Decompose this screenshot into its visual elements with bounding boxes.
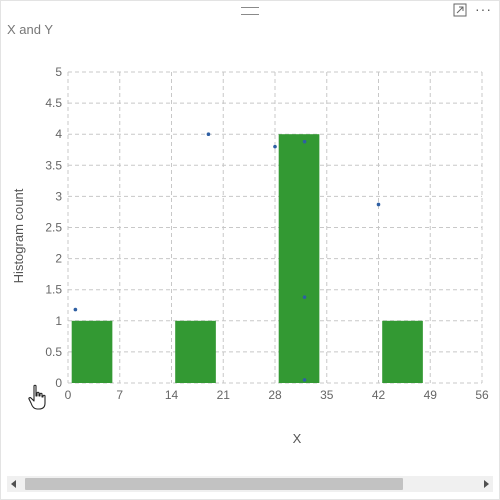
scatter-point[interactable] <box>302 139 307 144</box>
x-tick-label: 35 <box>320 388 334 402</box>
x-tick-label: 21 <box>217 388 231 402</box>
visual-header: ··· <box>0 0 500 20</box>
horizontal-scrollbar[interactable] <box>7 476 493 492</box>
scroll-left-arrow-icon[interactable] <box>7 476 21 492</box>
y-tick-label: 1.5 <box>45 283 62 297</box>
drag-handle-icon[interactable] <box>241 7 259 15</box>
histogram-bar[interactable] <box>278 134 320 383</box>
y-tick-label: 1 <box>55 314 62 328</box>
x-tick-label: 7 <box>116 388 123 402</box>
y-tick-label: 0 <box>55 376 62 390</box>
y-tick-label: 3 <box>55 189 62 203</box>
y-tick-label: 0.5 <box>45 345 62 359</box>
x-tick-label: 56 <box>475 388 489 402</box>
x-tick-label: 42 <box>372 388 386 402</box>
hand-pointer-icon <box>28 384 46 410</box>
scatter-point[interactable] <box>73 307 78 312</box>
visual-title: X and Y <box>7 22 54 37</box>
more-options-icon[interactable]: ··· <box>475 1 492 17</box>
x-tick-label: 49 <box>424 388 438 402</box>
scatter-point[interactable] <box>273 144 277 149</box>
scroll-right-arrow-icon[interactable] <box>479 476 493 492</box>
x-tick-label: 28 <box>268 388 282 402</box>
axis-ticks: 0 0.5 1 1.5 2 2.5 3 3.5 4 4.5 5 0 7 14 21 28 35 42 49 56 <box>45 65 489 402</box>
scatter-points <box>73 132 381 382</box>
x-tick-label: 14 <box>165 388 179 402</box>
histogram-bars <box>71 134 423 383</box>
histogram-bar[interactable] <box>175 320 216 383</box>
y-tick-label: 2.5 <box>45 221 62 235</box>
y-tick-label: 2 <box>55 252 62 266</box>
histogram-bar[interactable] <box>382 320 423 383</box>
histogram-bar[interactable] <box>71 320 113 383</box>
y-tick-label: 3.5 <box>45 158 62 172</box>
scatter-point[interactable] <box>302 378 307 382</box>
y-tick-label: 4.5 <box>45 96 62 110</box>
scrollbar-thumb[interactable] <box>25 478 403 490</box>
scatter-point[interactable] <box>302 295 307 299</box>
y-tick-label: 5 <box>55 65 62 79</box>
y-tick-label: 4 <box>55 127 62 141</box>
y-axis-title: Histogram count <box>11 188 26 283</box>
scatter-point[interactable] <box>206 132 211 136</box>
x-tick-label: 0 <box>65 388 72 402</box>
x-axis-title: X <box>293 431 302 446</box>
focus-mode-icon[interactable] <box>453 3 467 17</box>
scatter-point[interactable] <box>376 202 381 207</box>
